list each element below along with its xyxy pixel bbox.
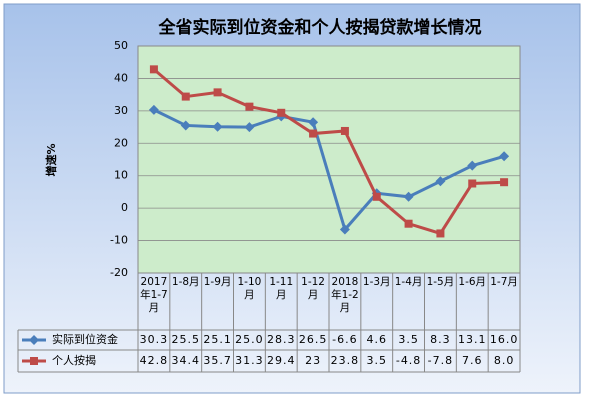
marker [500,178,509,187]
marker [309,129,318,138]
marker [468,179,477,188]
table-value: 8.3 [430,333,451,346]
category-cell: 1-3月 [362,276,391,288]
x-tick-label: 1-5月 [426,276,455,288]
y-tick-label: 20 [114,136,128,149]
marker [213,88,222,97]
y-tick-label: 30 [114,104,128,117]
table-value: 23.8 [331,354,360,367]
plot-area [137,45,521,274]
table-value: 3.5 [367,354,388,367]
table-value: -7.8 [428,354,453,367]
x-tick-label: 1-12月 [301,276,325,301]
marker [372,192,381,201]
marker [245,102,254,111]
table-value: 26.5 [299,333,328,346]
legend-label: 实际到位资金 [52,332,118,346]
table-value: 31.3 [235,354,264,367]
table-value: 25.0 [235,333,264,346]
category-cell: 2018年1-2月 [331,276,359,314]
table-value: 35.7 [203,354,232,367]
table-value: -4.8 [396,354,421,367]
marker [244,122,255,133]
category-cell: 1-4月 [394,276,423,288]
marker [436,229,445,238]
x-tick-label: 1-11月 [269,276,294,301]
marker [212,121,223,132]
category-cell: 1-7月 [490,276,518,288]
table-value: 16.0 [490,333,519,346]
y-tick-label: 50 [114,39,128,52]
table-value: 3.5 [398,333,419,346]
marker [404,219,413,228]
series-line [152,68,505,236]
marker [308,117,319,128]
table-value: 29.4 [267,354,296,367]
table-value: 8.0 [494,354,515,367]
category-cell: 1-8月 [171,276,200,288]
y-tick-label: -10 [110,234,128,247]
y-axis-label: 增速% [44,143,58,176]
y-tick-label: 10 [114,169,128,182]
table-value: -6.6 [332,333,357,346]
legend-label: 个人按揭 [52,353,96,367]
x-tick-label: 1-8月 [171,276,200,288]
x-tick-label: 1-6月 [458,276,487,288]
y-tick-label: -20 [110,266,128,279]
x-tick-label: 1-7月 [490,276,518,288]
category-cell: 1-9月 [203,276,232,288]
category-cell: 1-11月 [269,276,294,301]
category-cell: 1-12月 [301,276,325,301]
marker [499,151,510,162]
category-cell: 1-5月 [426,276,455,288]
marker [30,357,38,365]
series-line [153,108,505,233]
x-tick-label: 2018年1-2月 [331,276,359,314]
table-value: 25.5 [172,333,201,346]
x-tick-label: 1-3月 [362,276,391,288]
marker [180,120,191,131]
table-value: 7.6 [462,354,483,367]
marker [29,335,39,345]
chart-title: 全省实际到位资金和个人按揭贷款增长情况 [158,17,482,38]
x-tick-label: 2017年1-7月 [140,276,168,314]
category-cell: 2017年1-7月 [140,276,168,314]
x-tick-label: 1-4月 [394,276,423,288]
table-value: 25.1 [203,333,232,346]
x-tick-label: 1-10月 [237,276,262,301]
y-tick-label: 40 [114,71,128,84]
marker [435,176,446,187]
marker [403,191,414,202]
x-tick-label: 1-9月 [203,276,232,288]
table-value: 42.8 [140,354,169,367]
table-value: 30.3 [140,333,169,346]
category-cell: 1-6月 [458,276,487,288]
table-value: 4.6 [367,333,388,346]
category-cell: 1-10月 [237,276,262,301]
table-value: 23 [305,354,321,367]
marker [148,104,159,115]
y-tick-label: 0 [121,201,128,214]
table-value: 13.1 [458,333,487,346]
marker [277,108,286,117]
marker [340,126,349,135]
marker [339,224,350,235]
marker [181,92,190,101]
table-value: 34.4 [172,354,201,367]
marker [467,160,478,171]
table-value: 28.3 [267,333,296,346]
marker [149,65,158,74]
